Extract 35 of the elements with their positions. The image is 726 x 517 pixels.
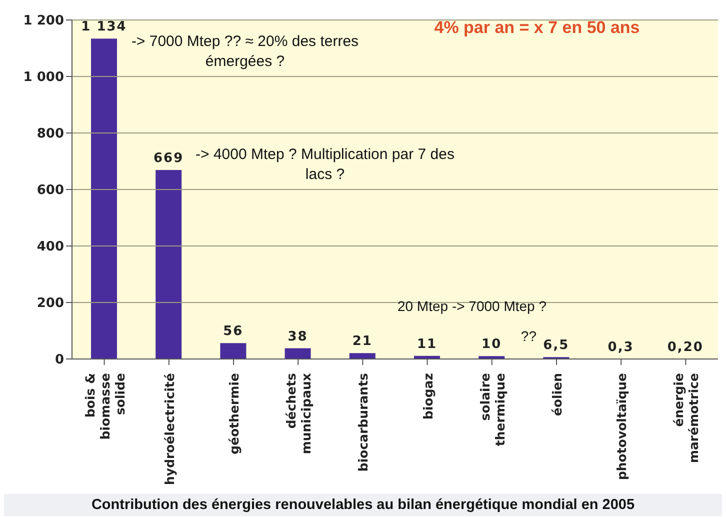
x-tick-label: biocarburants [356,373,371,472]
x-tick-label: géothermie [226,373,242,454]
y-tick-label: 1 200 [23,14,64,29]
data-label: 1 134 [81,20,127,35]
data-label: 10 [482,337,502,352]
x-tick-label: photovoltaïque [614,373,630,480]
x-tick-label: bois & biomasse solide [82,372,128,440]
data-label: 669 [154,151,184,166]
data-label: 38 [288,329,308,344]
data-label: 0,20 [667,340,704,355]
data-label: 56 [223,324,244,340]
x-tick-label: hydroélectricité [162,373,177,485]
bar [284,348,311,359]
bar [220,343,246,359]
bar [91,38,117,359]
annotation: -> 4000 Mtep ? Multiplication par 7 des lacs ? [194,145,456,185]
bar [349,353,376,359]
bar [156,170,182,359]
x-tick-label: biogaz [420,373,436,420]
annotation: -> 7000 Mtep ?? ≈ 20% des terres émergées ? [131,33,359,70]
annotation: 4% par an = x 7 en 50 ans [433,18,641,38]
y-tick-label: 200 [36,296,64,312]
data-label: 6,5 [543,338,570,354]
annotation: ?? [520,328,537,344]
text: Contribution des énergies renouvelables au bilan énergétique mondial en 2005 [4,494,722,516]
annotation: 20 Mtep -> 7000 Mtep ? [396,297,548,316]
y-tick-label: 0 [54,352,64,368]
y-tick-label: 800 [36,126,64,142]
data-label: 11 [416,336,438,352]
y-tick-label: 400 [36,240,64,255]
y-tick-label: 1 000 [23,70,64,86]
y-tick-label: 600 [36,183,64,198]
data-label: 21 [352,334,372,350]
x-tick-label: éolien [550,373,564,416]
data-label: 0,3 [608,340,634,355]
